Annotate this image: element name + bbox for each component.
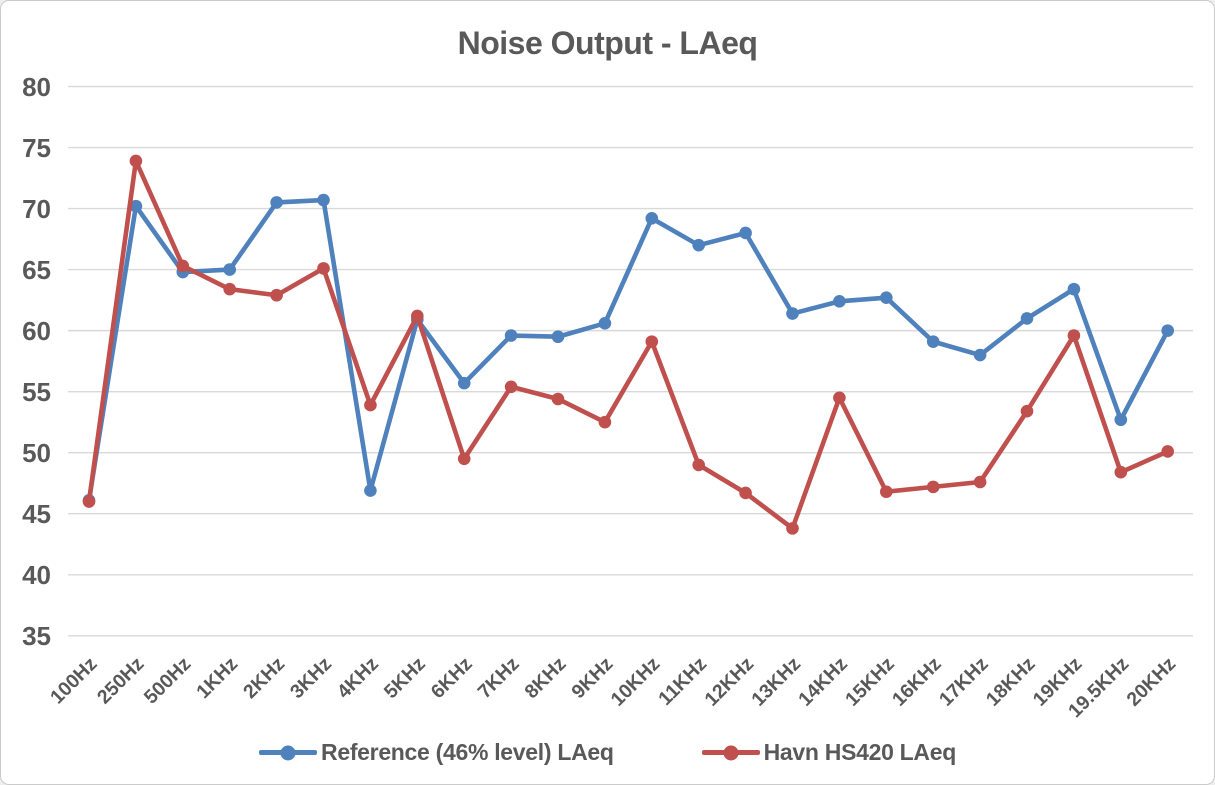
data-point-marker	[457, 376, 471, 390]
y-tick-label: 75	[22, 133, 51, 163]
data-point-marker	[739, 226, 752, 240]
data-point-marker	[457, 452, 471, 466]
y-tick-label: 50	[22, 438, 51, 468]
data-point-marker	[317, 193, 330, 207]
data-point-marker	[786, 307, 799, 320]
data-point-marker	[833, 391, 846, 405]
data-point-marker	[598, 415, 612, 429]
data-point-marker	[129, 154, 143, 168]
y-tick-label: 60	[22, 316, 51, 346]
x-tick-label: 12KHz	[700, 653, 758, 711]
legend-item-havn: Havn HS420 LAeq	[701, 739, 957, 766]
legend-line-marker-blue	[259, 745, 318, 760]
data-point-marker	[1114, 413, 1128, 427]
data-point-marker	[739, 486, 752, 500]
x-tick-label: 7KHz	[474, 653, 524, 703]
x-tick-label: 17KHz	[935, 653, 993, 711]
x-tick-label: 1KHz	[192, 653, 242, 703]
data-point-marker	[1114, 465, 1128, 479]
data-point-marker	[504, 329, 518, 342]
data-point-marker	[880, 485, 893, 499]
x-tick-label: 250Hz	[93, 653, 149, 709]
data-point-marker	[973, 348, 987, 362]
legend-dot-icon	[280, 745, 296, 760]
data-point-marker	[1020, 312, 1034, 325]
x-tick-label: 8KHz	[520, 653, 570, 703]
x-tick-label: 18KHz	[982, 653, 1040, 711]
x-tick-label: 11KHz	[654, 653, 711, 710]
y-tick-label: 35	[22, 621, 51, 651]
x-tick-label: 16KHz	[888, 653, 946, 711]
data-point-marker	[317, 262, 330, 275]
x-tick-label: 6KHz	[427, 653, 477, 703]
data-point-marker	[692, 458, 705, 472]
data-point-marker	[598, 317, 612, 330]
data-point-marker	[1067, 282, 1081, 296]
x-tick-label: 15KHz	[841, 653, 899, 711]
x-tick-label: 10KHz	[607, 653, 665, 711]
series-line-0	[86, 197, 1170, 503]
data-point-marker	[1020, 404, 1034, 418]
data-point-marker	[786, 522, 799, 535]
data-point-marker	[411, 309, 424, 323]
data-point-marker	[1067, 329, 1081, 342]
data-point-marker	[926, 335, 940, 348]
x-tick-label: 4KHz	[333, 653, 383, 703]
legend-label-havn: Havn HS420 LAeq	[763, 739, 957, 765]
data-point-marker	[504, 380, 518, 394]
x-tick-label: 3KHz	[286, 653, 336, 703]
data-point-marker	[223, 282, 236, 296]
y-tick-label: 65	[22, 255, 51, 285]
chart-title: Noise Output - LAeq	[457, 25, 758, 61]
data-point-marker	[1161, 324, 1174, 337]
y-tick-label: 70	[22, 194, 51, 224]
legend-item-reference: Reference (46% level) LAeq	[259, 739, 614, 766]
y-tick-label: 40	[22, 560, 51, 590]
y-tick-label: 55	[22, 377, 51, 407]
data-point-marker	[551, 330, 565, 344]
data-point-marker	[880, 291, 893, 304]
legend-label-reference: Reference (46% level) LAeq	[321, 739, 614, 765]
data-point-marker	[364, 484, 377, 497]
data-point-marker	[645, 212, 659, 225]
data-point-marker	[833, 295, 846, 308]
x-tick-label: 20KHz	[1123, 653, 1181, 711]
legend-line-marker-red	[701, 745, 760, 760]
data-point-marker	[270, 196, 283, 209]
series-line-1	[86, 158, 1170, 531]
x-tick-label: 13KHz	[747, 653, 805, 711]
data-point-marker	[364, 398, 377, 412]
data-point-marker	[645, 335, 659, 348]
x-tick-label: 500Hz	[140, 653, 196, 709]
data-point-marker	[270, 288, 283, 302]
legend-dot-icon	[723, 745, 739, 760]
x-tick-label: 14KHz	[794, 653, 852, 711]
data-point-marker	[176, 259, 190, 273]
y-tick-label: 45	[22, 499, 51, 529]
x-tick-label: 2KHz	[239, 653, 289, 703]
data-point-marker	[551, 392, 565, 406]
data-point-marker	[692, 238, 705, 252]
legend: Reference (46% level) LAeq Havn HS420 LA…	[1, 739, 1214, 766]
x-tick-label: 5KHz	[380, 653, 430, 703]
data-point-marker	[1161, 445, 1174, 458]
y-tick-label: 80	[22, 72, 51, 102]
data-point-marker	[926, 480, 940, 494]
data-point-marker	[129, 199, 143, 213]
x-tick-label: 100Hz	[46, 653, 102, 709]
data-point-marker	[223, 263, 236, 276]
data-point-marker	[973, 475, 987, 489]
data-point-marker	[82, 495, 96, 508]
